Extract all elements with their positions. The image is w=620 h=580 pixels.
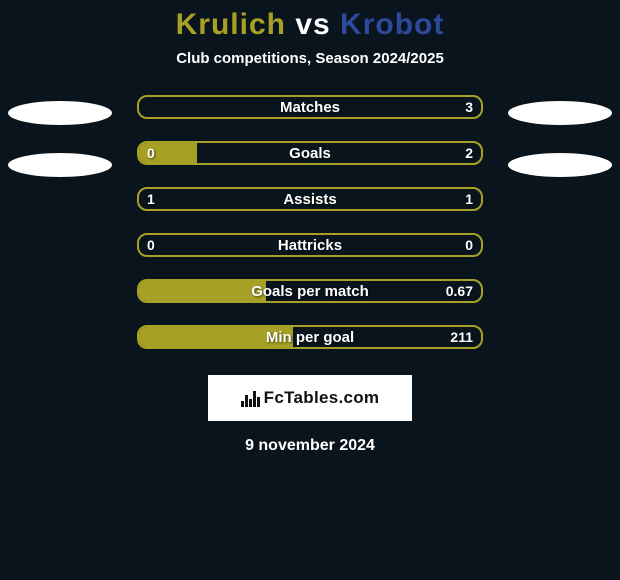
stat-fill-left (139, 281, 266, 301)
stat-row: Min per goal211 (137, 325, 483, 349)
stat-row: Matches3 (137, 95, 483, 119)
chart-area: Matches3 Goals02 Assists1 1 Hattricks0 0 Goals… (0, 95, 620, 349)
title-vs: vs (295, 8, 330, 41)
stat-row: Goals per match0.67 (137, 279, 483, 303)
stat-value-right: 211 (442, 327, 481, 347)
stat-fill-left (139, 327, 293, 347)
left-oval (8, 101, 112, 125)
fctables-logo: FcTables.com (208, 375, 412, 421)
stat-row: Assists1 1 (137, 187, 483, 211)
stat-fill-left (139, 143, 197, 163)
stat-label: Assists (139, 189, 481, 209)
stat-value-right: 1 (457, 189, 481, 209)
page-title: Krulich vs Krobot (0, 8, 620, 42)
right-oval (508, 153, 612, 177)
stat-value-right: 3 (457, 97, 481, 117)
comparison-infographic: Krulich vs Krobot Club competitions, Sea… (0, 0, 620, 580)
subtitle: Club competitions, Season 2024/2025 (0, 50, 620, 67)
left-oval (8, 153, 112, 177)
stat-value-left: 1 (139, 189, 163, 209)
logo-text: FcTables.com (264, 388, 380, 408)
logo-bars-icon (241, 389, 260, 407)
stat-row: Goals02 (137, 141, 483, 165)
player2-name: Krobot (340, 8, 444, 41)
stat-rows: Matches3 Goals02 Assists1 1 Hattricks0 0 Goals… (137, 95, 483, 349)
player1-name: Krulich (176, 8, 286, 41)
infographic-date: 9 november 2024 (0, 437, 620, 455)
stat-label: Matches (139, 97, 481, 117)
stat-value-left: 0 (139, 235, 163, 255)
stat-row: Hattricks0 0 (137, 233, 483, 257)
right-oval (508, 101, 612, 125)
stat-label: Hattricks (139, 235, 481, 255)
stat-value-right: 2 (457, 143, 481, 163)
stat-value-right: 0 (457, 235, 481, 255)
stat-value-right: 0.67 (438, 281, 481, 301)
